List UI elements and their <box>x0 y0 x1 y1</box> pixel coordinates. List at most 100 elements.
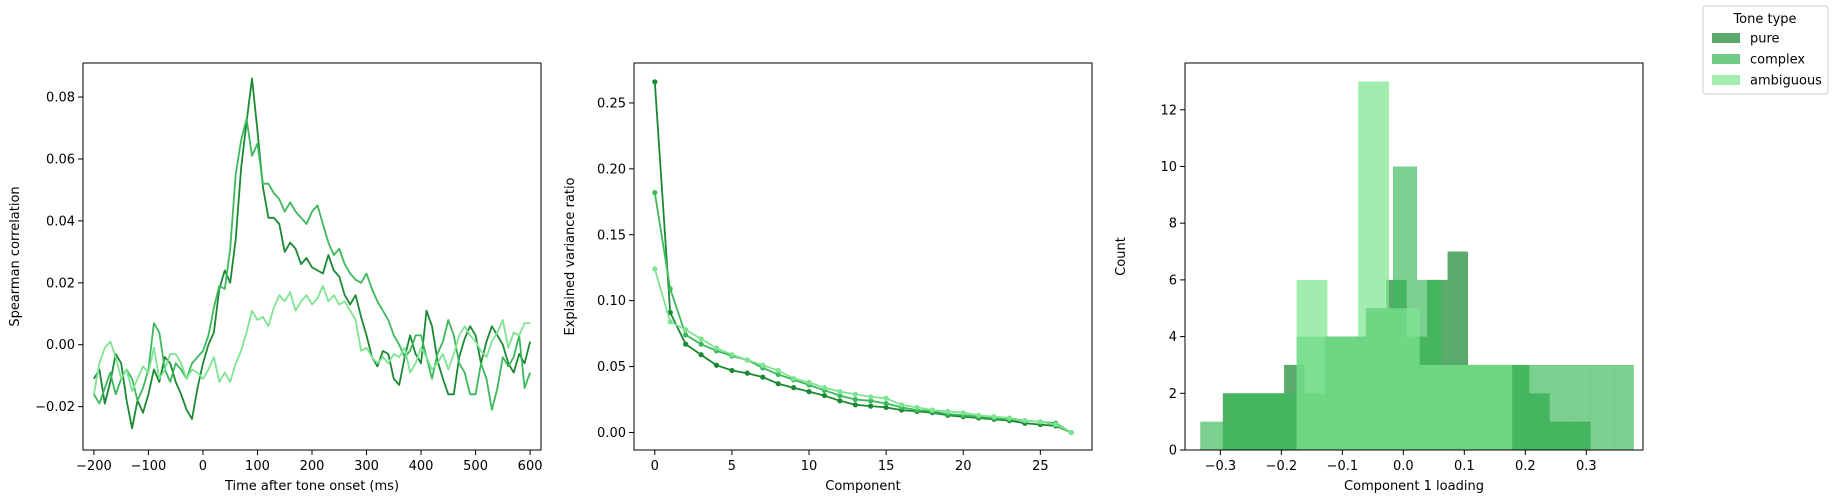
y-tick-label: 0.05 <box>597 360 626 375</box>
data-point-pure <box>744 370 750 376</box>
data-point-ambiguous <box>652 266 658 272</box>
data-point-pure <box>652 79 658 85</box>
series-line-ambiguous <box>93 284 531 395</box>
x-tick-label: 600 <box>518 459 543 474</box>
legend-frame <box>1702 5 1829 95</box>
histogram-bar-ambiguous <box>1388 308 1420 450</box>
data-point-complex <box>837 392 843 399</box>
y-tick-label: 0.00 <box>46 338 75 353</box>
y-tick-label: 2 <box>1169 387 1177 402</box>
data-point-ambiguous <box>806 379 812 385</box>
x-axis-label: Time after tone onset (ms) <box>224 479 399 494</box>
axis-ticks: −0.3 −0.2 −0.1 0.0 0.1 0.2 0.3 0 2 4 6 8 10 12 <box>1160 103 1596 474</box>
axis-ticks: 0 5 10 15 20 25 0.00 0.05 0.10 0.15 0.20 0.25 <box>597 96 1049 474</box>
y-tick-label: 0.06 <box>46 152 75 167</box>
y-tick-label: 0.10 <box>597 294 626 309</box>
histogram-bar-ambiguous <box>1327 336 1359 450</box>
x-tick-label: 10 <box>801 459 818 474</box>
data-point-pure <box>760 374 766 380</box>
data-point-pure <box>713 362 720 368</box>
y-tick-label: 4 <box>1169 330 1177 345</box>
legend-swatch-pure <box>1712 33 1740 43</box>
data-point-pure <box>698 352 704 358</box>
y-tick-label: 6 <box>1169 273 1177 288</box>
data-point-pure <box>868 403 874 409</box>
data-point-ambiguous <box>1006 415 1013 421</box>
legend: Tone type pure complex ambiguous <box>1702 5 1829 95</box>
series-line-complex <box>93 117 531 411</box>
data-point-pure <box>837 398 843 404</box>
data-point-pure <box>683 341 689 347</box>
data-point-ambiguous <box>991 414 997 420</box>
data-point-ambiguous <box>713 345 720 351</box>
data-point-pure <box>806 389 812 395</box>
data-point-ambiguous <box>945 408 951 414</box>
x-tick-label: 5 <box>728 459 736 474</box>
histogram-bar-ambiguous <box>1296 279 1328 450</box>
x-tick-label: 0 <box>199 459 207 474</box>
x-tick-label: 500 <box>463 459 488 474</box>
y-tick-label: 0 <box>1169 444 1177 459</box>
data-point-ambiguous <box>883 395 889 401</box>
legend-swatch-complex <box>1712 54 1740 64</box>
x-tick-label: 25 <box>1032 459 1049 474</box>
data-point-ambiguous <box>698 336 704 342</box>
histogram-bar-complex <box>1561 364 1586 450</box>
data-point-ambiguous <box>729 352 735 358</box>
data-point-pure <box>729 367 735 374</box>
data-point-ambiguous <box>837 389 843 395</box>
y-tick-label: 0.20 <box>597 162 626 177</box>
histogram-bar-complex <box>1585 364 1610 450</box>
x-tick-label: −100 <box>131 459 167 474</box>
panel-loading-histogram: −0.3 −0.2 −0.1 0.0 0.1 0.2 0.3 0 2 4 6 8 10 12 Compon… <box>1114 62 1644 494</box>
y-axis-label: Count <box>1114 237 1129 276</box>
x-tick-label: 400 <box>409 459 434 474</box>
histogram-bar-ambiguous <box>1419 364 1451 450</box>
panel-explained-variance: 0 5 10 15 20 25 0.00 0.05 0.10 0.15 0.20 0.25 Compo… <box>563 62 1093 494</box>
data-point-complex <box>868 398 874 404</box>
data-point-ambiguous <box>852 391 858 397</box>
histogram-bar-complex <box>1272 393 1297 450</box>
y-tick-label: 12 <box>1160 103 1177 118</box>
series-line-complex <box>653 192 1072 434</box>
x-tick-label: 0.3 <box>1576 459 1597 474</box>
data-point-ambiguous <box>683 327 689 333</box>
data-point-ambiguous <box>744 357 750 363</box>
data-point-complex <box>775 371 781 378</box>
x-axis-label: Component 1 loading <box>1344 479 1484 494</box>
line-series-group <box>652 79 1074 436</box>
series-line-pure <box>93 77 531 430</box>
legend-label-pure: pure <box>1750 32 1780 47</box>
x-tick-label: 0.0 <box>1393 459 1414 474</box>
data-point-ambiguous <box>960 410 966 416</box>
legend-swatch-ambiguous <box>1712 75 1740 85</box>
x-tick-label: 100 <box>245 459 270 474</box>
histogram-bar-complex <box>1248 393 1273 450</box>
data-point-ambiguous <box>868 394 874 400</box>
data-point-complex <box>652 189 658 196</box>
histogram-bar-complex <box>1224 393 1249 450</box>
y-tick-label: 0.00 <box>597 426 626 441</box>
histogram-bars-group <box>1200 81 1634 450</box>
axis-ticks: −200 −100 0 100 200 300 400 500 600 −0.02 0.00 0.02… <box>35 91 542 474</box>
y-tick-label: 0.15 <box>597 228 626 243</box>
legend-title: Tone type <box>1732 12 1796 27</box>
y-tick-label: −0.02 <box>35 400 75 415</box>
x-tick-label: 20 <box>955 459 972 474</box>
data-point-pure <box>791 385 797 391</box>
data-point-complex <box>667 286 673 292</box>
data-point-ambiguous <box>929 407 935 413</box>
series-line-ambiguous <box>653 268 1072 434</box>
data-point-pure <box>667 309 673 316</box>
y-tick-label: 0.25 <box>597 96 626 111</box>
x-tick-label: 0.2 <box>1515 459 1536 474</box>
axes-frame <box>633 62 1093 451</box>
data-point-ambiguous <box>760 362 766 368</box>
panel-time-correlation: −200 −100 0 100 200 300 400 500 600 −0.02 0.00 0.02… <box>8 62 543 494</box>
legend-label-ambiguous: ambiguous <box>1750 74 1822 89</box>
data-point-ambiguous <box>1037 419 1043 425</box>
y-tick-label: 8 <box>1169 217 1177 232</box>
x-tick-label: 0 <box>651 459 659 474</box>
data-point-complex <box>698 341 704 347</box>
